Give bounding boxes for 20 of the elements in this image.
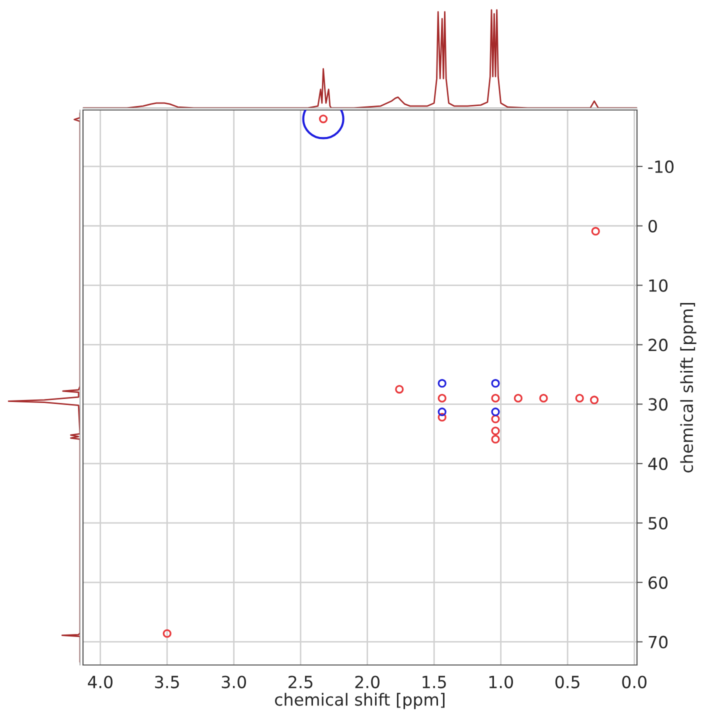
y-tick-label: 30 [648,398,668,411]
x-tick-label: 3.5 [155,676,179,688]
x-axis-title: chemical shift [ppm] [275,692,444,710]
x-tick-label: 0.5 [555,676,580,688]
y-tick-label: 60 [648,576,668,589]
y-tick-label: 10 [649,279,668,292]
y-tick-label: 70 [648,636,668,648]
x-tick-label: 3.0 [222,676,246,688]
y-axis-title: chemical shift [ppm] [680,303,696,472]
x-tick-label: 1.5 [422,676,446,688]
x-tick-label: 4.0 [88,676,112,688]
y-tick-label: -10 [648,160,674,174]
x-tick-label: 2.0 [355,676,380,688]
y-tick-label: 20 [648,338,668,352]
x-tick-label: 1.0 [489,676,513,688]
x-tick-label: 0.0 [622,676,646,688]
y-tick-label: 0 [648,220,657,232]
x-tick-label: 2.5 [288,676,312,688]
y-tick-label: 50 [648,516,668,530]
y-tick-label: 40 [648,458,668,470]
